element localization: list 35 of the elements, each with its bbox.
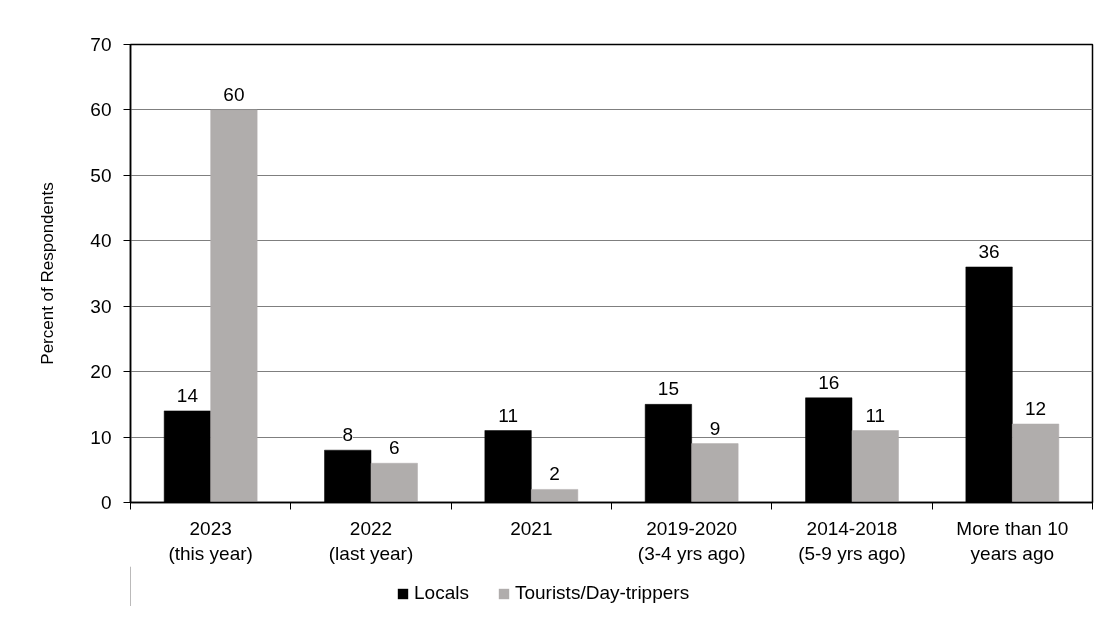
x-tick-label: 2022 (last year) (328, 517, 414, 564)
y-tick-label: 30 (90, 295, 112, 317)
bar (691, 443, 739, 503)
y-tick-label: 0 (100, 492, 112, 513)
x-tick-label: 2023 (this year) (168, 517, 253, 564)
data-label: 60 (223, 83, 245, 105)
y-tick-label: 40 (90, 230, 112, 252)
y-tick-label: 50 (90, 164, 112, 186)
y-tick-label: 20 (90, 361, 112, 383)
x-tick-label: 2019-2020 (3-4 yrs ago) (637, 517, 746, 564)
x-tick-label: 2014-2018 (5-9 yrs ago) (798, 517, 906, 564)
y-tick-label: 70 (90, 34, 112, 55)
data-label: 12 (1025, 397, 1047, 419)
data-label: 11 (865, 404, 886, 426)
legend-label: Locals (414, 582, 469, 604)
data-label: 16 (818, 371, 840, 393)
data-label: 36 (978, 240, 1000, 262)
data-label: 8 (342, 424, 354, 446)
data-label: 6 (388, 437, 400, 459)
data-label: 9 (709, 417, 721, 439)
bar (210, 109, 258, 503)
x-tick-label: 2021 (510, 517, 553, 539)
bar (370, 462, 418, 503)
y-tick-label: 60 (90, 99, 112, 121)
data-label: 14 (176, 384, 199, 406)
bar (531, 489, 579, 503)
bar (1012, 423, 1060, 503)
y-tick-label: 10 (90, 426, 112, 448)
x-tick-label: More than 10 years ago (956, 517, 1069, 564)
y-axis-title: Percent of Respondents (38, 182, 58, 365)
data-label: 15 (657, 378, 679, 400)
bar (851, 430, 899, 503)
data-label: 2 (549, 463, 560, 485)
legend-label: Tourists/Day-trippers (514, 582, 690, 604)
data-label: 11 (498, 404, 518, 426)
